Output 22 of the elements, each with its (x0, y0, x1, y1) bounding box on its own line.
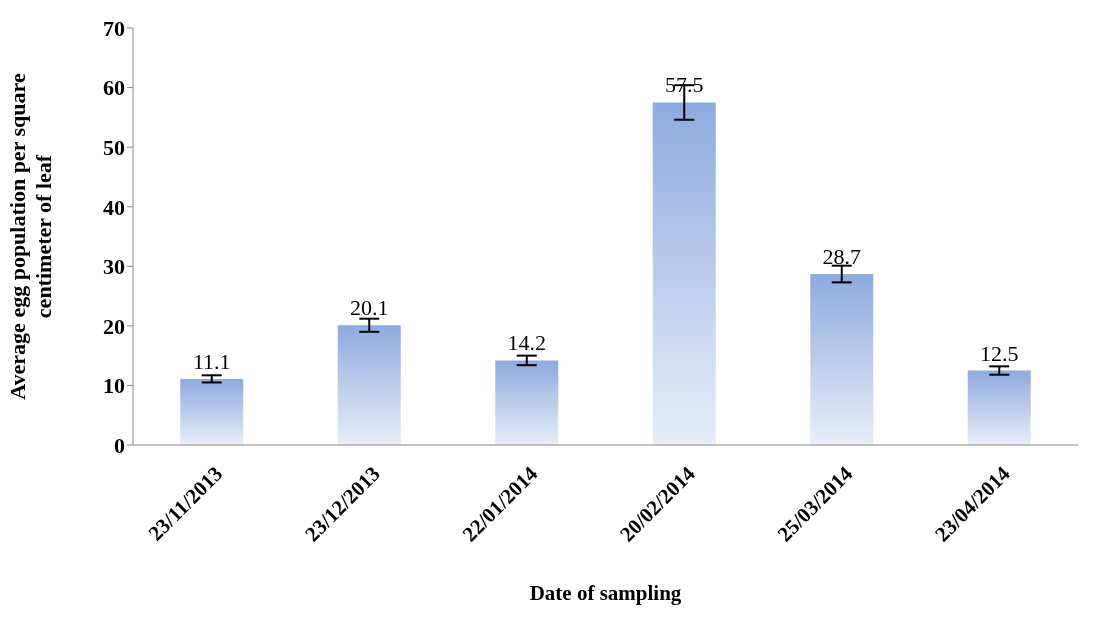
x-axis-title: Date of sampling (529, 581, 682, 605)
y-tick-label: 10 (103, 373, 125, 399)
y-tick-label: 40 (103, 194, 125, 220)
data-label: 12.5 (980, 340, 1019, 366)
y-tick-label: 70 (103, 15, 125, 41)
y-tick-label: 0 (114, 432, 125, 458)
y-tick-label: 20 (103, 313, 125, 339)
data-label: 14.2 (507, 330, 546, 356)
bar (495, 360, 559, 445)
data-label: 28.7 (822, 244, 861, 270)
data-label: 11.1 (192, 348, 231, 374)
y-tick-label: 50 (103, 134, 125, 160)
bar (967, 370, 1031, 445)
y-axis-title: Average egg population per square centimeter of leaf (5, 73, 56, 400)
bar (810, 274, 874, 445)
y-tick-label: 60 (103, 75, 125, 101)
data-label: 20.1 (350, 295, 389, 321)
bar (180, 378, 244, 445)
y-tick-label: 30 (103, 254, 125, 280)
bar (652, 102, 716, 445)
bar (337, 325, 401, 445)
data-label: 57.5 (665, 72, 704, 98)
